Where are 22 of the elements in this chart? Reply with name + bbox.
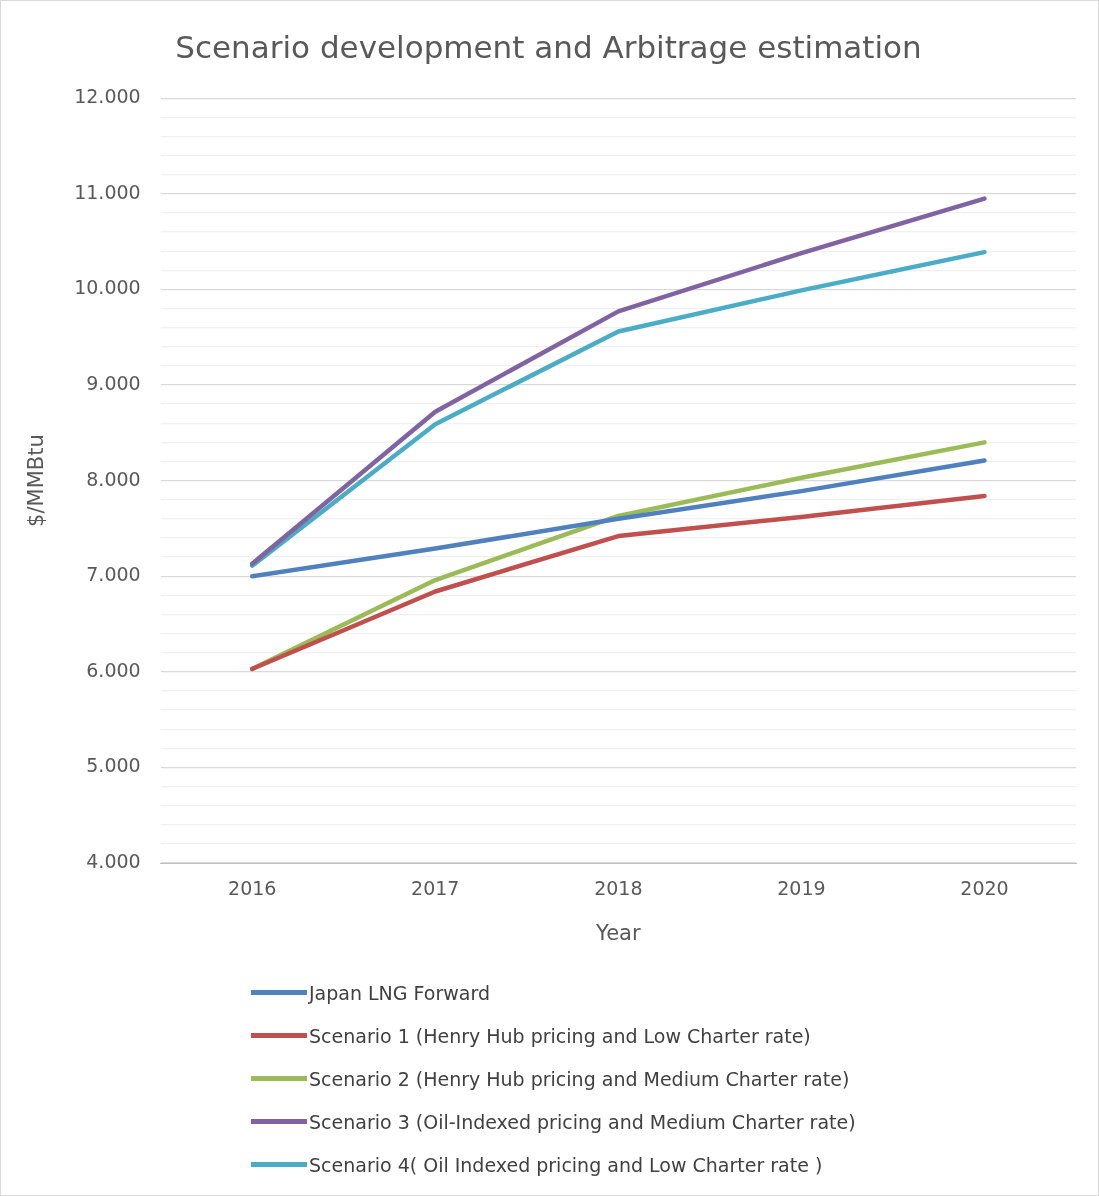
legend-label: Scenario 3 (Oil-Indexed pricing and Medium Charter rate) <box>309 1110 856 1133</box>
y-tick-label: 7.000 <box>86 563 141 586</box>
y-tick-label: 12.000 <box>74 85 141 108</box>
y-tick-label: 5.000 <box>86 754 141 777</box>
y-tick-label: 10.000 <box>74 276 141 299</box>
x-tick-label: 2017 <box>411 877 460 900</box>
y-axis-title: $/MMBtu <box>24 434 49 527</box>
y-tick-label: 4.000 <box>86 849 141 872</box>
legend-label: Scenario 4( Oil Indexed pricing and Low Charter rate ) <box>309 1153 823 1176</box>
x-tick-label: 2019 <box>777 877 826 900</box>
x-tick-label: 2016 <box>228 877 277 900</box>
y-tick-label: 8.000 <box>86 467 141 490</box>
y-tick-label: 6.000 <box>86 658 141 681</box>
x-tick-label: 2018 <box>594 877 643 900</box>
y-tick-label: 9.000 <box>86 371 141 394</box>
x-axis-title: Year <box>595 920 641 945</box>
x-tick-label: 2020 <box>960 877 1009 900</box>
chart-title: Scenario development and Arbitrage estimation <box>175 28 922 65</box>
legend-label: Japan LNG Forward <box>309 981 491 1004</box>
y-tick-label: 11.000 <box>74 180 141 203</box>
legend-label: Scenario 2 (Henry Hub pricing and Medium Charter rate) <box>309 1067 850 1090</box>
legend-label: Scenario 1 (Henry Hub pricing and Low Charter rate) <box>309 1024 811 1047</box>
